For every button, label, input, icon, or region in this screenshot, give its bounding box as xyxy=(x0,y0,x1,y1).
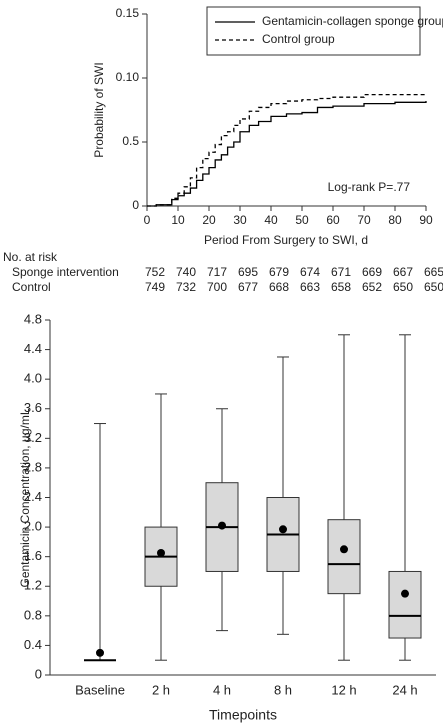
x-tick-label: Baseline xyxy=(75,682,125,697)
x-axis-label: Period From Surgery to SWI, d xyxy=(204,233,368,247)
y-tick-label: 2.4 xyxy=(24,489,42,504)
x-tick-label: 40 xyxy=(264,213,278,227)
y-axis-label: Gentamicin Concentration, µg/mL xyxy=(18,408,32,587)
y-tick-label: 3.6 xyxy=(24,400,42,415)
x-tick-label: 30 xyxy=(233,213,247,227)
risk-value: 667 xyxy=(393,265,413,279)
annotation: Log-rank P=.77 xyxy=(328,180,411,194)
y-tick-label: 2.0 xyxy=(24,519,42,534)
mean xyxy=(401,589,409,598)
risk-value: 679 xyxy=(269,265,289,279)
y-tick-label: 1.2 xyxy=(24,578,42,593)
mean xyxy=(218,521,226,530)
x-axis-label: Timepoints xyxy=(209,707,277,723)
risk-value: 658 xyxy=(331,280,351,294)
x-tick-label: 2 h xyxy=(152,682,170,697)
y-tick-label: 1.6 xyxy=(24,548,42,563)
risk-value: 717 xyxy=(207,265,227,279)
risk-value: 650 xyxy=(424,280,443,294)
x-tick-label: 20 xyxy=(202,213,216,227)
risk-value: 652 xyxy=(362,280,382,294)
risk-value: 740 xyxy=(176,265,196,279)
risk-value: 663 xyxy=(300,280,320,294)
box xyxy=(388,570,422,639)
mean xyxy=(340,545,348,554)
x-tick-label: 70 xyxy=(357,213,371,227)
risk-value: 749 xyxy=(145,280,165,294)
y-tick-label: 2.8 xyxy=(24,459,42,474)
risk-value: 732 xyxy=(176,280,196,294)
y-tick-label: 0.4 xyxy=(24,637,42,652)
x-tick-label: 0 xyxy=(144,213,151,227)
mean xyxy=(96,648,104,657)
x-tick-label: 12 h xyxy=(331,682,356,697)
y-tick-label: 4.8 xyxy=(24,311,42,326)
risk-value: 671 xyxy=(331,265,351,279)
box xyxy=(327,519,361,595)
risk-value: 665 xyxy=(424,265,443,279)
x-tick-label: 8 h xyxy=(274,682,292,697)
y-tick-label: 4.4 xyxy=(24,341,42,356)
x-tick-label: 60 xyxy=(326,213,340,227)
y-tick-label: 0 xyxy=(35,666,42,681)
mean xyxy=(279,525,287,534)
risk-value: 677 xyxy=(238,280,258,294)
x-tick-label: 24 h xyxy=(392,682,417,697)
risk-row-label: Sponge intervention xyxy=(12,265,119,279)
risk-value: 650 xyxy=(393,280,413,294)
y-tick-label: 0.15 xyxy=(116,6,140,20)
risk-value: 700 xyxy=(207,280,227,294)
y-axis-label: Probability of SWI xyxy=(92,62,106,157)
risk-value: 752 xyxy=(145,265,165,279)
risk-value: 668 xyxy=(269,280,289,294)
y-tick-label: 0 xyxy=(132,198,139,212)
x-tick-label: 10 xyxy=(171,213,185,227)
x-tick-label: 80 xyxy=(388,213,402,227)
y-tick-label: 0.10 xyxy=(116,70,140,84)
risk-value: 669 xyxy=(362,265,382,279)
y-tick-label: 0.5 xyxy=(122,134,139,148)
legend-label: Gentamicin-collagen sponge group xyxy=(262,14,443,28)
risk-table-title: No. at risk xyxy=(3,250,58,264)
risk-value: 674 xyxy=(300,265,320,279)
y-tick-label: 3.2 xyxy=(24,430,42,445)
risk-row-label: Control xyxy=(12,280,51,294)
risk-value: 695 xyxy=(238,265,258,279)
km-line xyxy=(147,101,427,207)
y-tick-label: 0.8 xyxy=(24,607,42,622)
legend-label: Control group xyxy=(262,32,335,46)
x-tick-label: 50 xyxy=(295,213,309,227)
km-line xyxy=(147,93,427,207)
mean xyxy=(157,548,165,557)
y-tick-label: 4.0 xyxy=(24,371,42,386)
legend-box xyxy=(206,6,421,56)
x-tick-label: 90 xyxy=(419,213,433,227)
x-tick-label: 4 h xyxy=(213,682,231,697)
